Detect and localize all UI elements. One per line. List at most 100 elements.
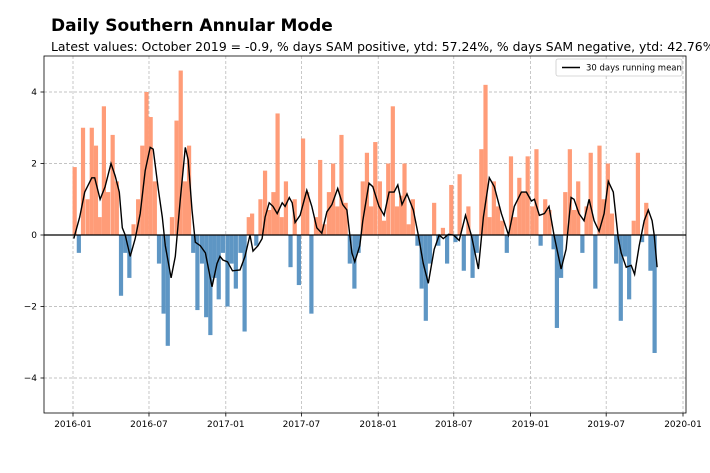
sam-positive-bar bbox=[466, 206, 471, 235]
legend: 30 days running mean bbox=[555, 58, 683, 77]
sam-negative-bar bbox=[123, 235, 128, 253]
sam-negative-bar bbox=[639, 235, 645, 243]
sam-positive-bar bbox=[495, 206, 501, 235]
sam-positive-bar bbox=[609, 213, 615, 235]
sam-negative-bar bbox=[156, 235, 162, 264]
sam-negative-bar bbox=[580, 235, 585, 253]
sam-negative-bar bbox=[288, 235, 293, 268]
sam-positive-bar bbox=[394, 206, 400, 235]
sam-positive-bar bbox=[534, 149, 539, 235]
sam-positive-bar bbox=[250, 213, 255, 235]
running-mean-line bbox=[73, 146, 658, 287]
sam-negative-bar bbox=[618, 235, 623, 321]
sam-positive-bar bbox=[567, 149, 572, 235]
sam-positive-bar bbox=[174, 120, 179, 235]
sam-positive-bar bbox=[318, 159, 323, 235]
sam-negative-bar bbox=[127, 235, 132, 278]
sam-negative-bar bbox=[614, 235, 619, 264]
sam-positive-bar bbox=[571, 209, 577, 235]
sam-negative-bar bbox=[238, 235, 243, 253]
sam-positive-bar bbox=[432, 202, 437, 235]
sam-positive-bar bbox=[80, 127, 86, 235]
sam-positive-bar bbox=[449, 184, 454, 235]
sam-positive-bar bbox=[283, 181, 289, 235]
sam-negative-bar bbox=[233, 235, 238, 289]
sam-negative-bar bbox=[558, 235, 564, 278]
sam-positive-bar bbox=[339, 134, 344, 235]
sam-positive-bar bbox=[635, 152, 641, 235]
sam-negative-bar bbox=[296, 235, 301, 286]
sam-positive-bar bbox=[258, 199, 263, 235]
sam-positive-bar bbox=[101, 106, 106, 235]
sam-negative-bar bbox=[622, 235, 628, 257]
sam-negative-bar bbox=[165, 235, 170, 346]
sam-negative-bar bbox=[212, 235, 217, 278]
sam-positive-bar bbox=[114, 181, 119, 235]
sam-positive-bar bbox=[300, 138, 306, 235]
sam-positive-bar bbox=[644, 202, 649, 235]
sam-positive-bar bbox=[136, 199, 141, 235]
sam-negative-bar bbox=[309, 235, 314, 314]
x-tick-label: 2018-01 bbox=[359, 420, 397, 430]
sam-positive-bar bbox=[508, 156, 514, 235]
x-tick-label: 2018-07 bbox=[435, 420, 473, 430]
sam-negative-bar bbox=[161, 235, 166, 314]
sam-negative-bar bbox=[204, 235, 209, 318]
sam-positive-bar bbox=[479, 149, 484, 235]
x-tick-label: 2016-07 bbox=[130, 420, 168, 430]
y-tick-label: −4 bbox=[24, 374, 38, 384]
x-tick-label: 2017-01 bbox=[207, 420, 245, 430]
sam-positive-bar bbox=[85, 199, 90, 235]
sam-positive-bar bbox=[148, 117, 153, 235]
sam-positive-bar bbox=[326, 192, 332, 235]
sam-negative-bar bbox=[254, 235, 259, 246]
sam-positive-bar bbox=[152, 181, 157, 235]
sam-positive-bar bbox=[110, 134, 115, 235]
sam-positive-bar bbox=[588, 152, 593, 235]
sam-negative-bar bbox=[242, 235, 247, 332]
sam-positive-bar bbox=[305, 192, 310, 235]
plot-frame bbox=[43, 55, 687, 414]
sam-negative-bar bbox=[118, 235, 124, 296]
sam-negative-bar bbox=[195, 235, 200, 311]
sam-negative-bar bbox=[423, 235, 428, 321]
y-tick-label: 0 bbox=[31, 231, 37, 241]
sam-positive-bar bbox=[440, 227, 446, 235]
chart-subtitle: Latest values: October 2019 = -0.9, % da… bbox=[51, 39, 710, 54]
sam-negative-bar bbox=[419, 235, 424, 289]
x-tick-label: 2017-07 bbox=[283, 420, 321, 430]
sam-positive-bar bbox=[275, 113, 280, 235]
sam-negative-bar bbox=[347, 235, 352, 264]
sam-positive-bar bbox=[93, 145, 99, 235]
sam-positive-bar bbox=[105, 192, 111, 235]
sam-positive-bar bbox=[373, 142, 378, 235]
sam-positive-bar bbox=[543, 199, 548, 235]
sam-positive-bar bbox=[563, 192, 568, 235]
sam-positive-bar bbox=[178, 70, 183, 235]
legend-box bbox=[555, 58, 683, 77]
x-tick-label: 2020-01 bbox=[664, 420, 702, 430]
sam-positive-bar bbox=[262, 170, 268, 235]
sam-negative-bar bbox=[191, 235, 196, 253]
x-tick-label: 2019-01 bbox=[512, 420, 550, 430]
sam-negative-bar bbox=[415, 235, 420, 246]
legend-label: 30 days running mean bbox=[586, 64, 682, 74]
sam-negative-bar bbox=[461, 235, 466, 271]
sam-positive-bar bbox=[182, 181, 187, 235]
sam-positive-bar bbox=[279, 217, 284, 235]
sam-positive-bar bbox=[517, 177, 522, 235]
sam-negative-bar bbox=[444, 235, 450, 264]
sam-positive-bar bbox=[513, 217, 518, 235]
sam-negative-bar bbox=[504, 235, 509, 253]
sam-negative-bar bbox=[76, 235, 81, 253]
sam-positive-bar bbox=[410, 199, 415, 235]
sam-positive-bar bbox=[381, 220, 387, 235]
y-tick-label: −2 bbox=[24, 303, 37, 313]
sam-positive-bar bbox=[576, 181, 581, 235]
sam-positive-bar bbox=[530, 206, 535, 235]
sam-negative-bar bbox=[229, 235, 234, 264]
chart-title: Daily Southern Annular Mode bbox=[51, 16, 333, 36]
sam-negative-bar bbox=[648, 235, 653, 271]
sam-positive-bar bbox=[597, 145, 602, 235]
